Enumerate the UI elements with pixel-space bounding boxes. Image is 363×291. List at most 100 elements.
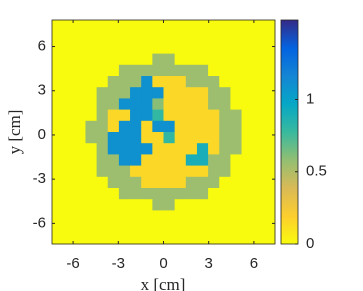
cell <box>63 154 75 166</box>
cell <box>74 31 86 43</box>
cell <box>174 120 187 133</box>
cell <box>85 53 97 66</box>
cell <box>63 132 75 144</box>
cell <box>141 98 153 110</box>
cell <box>219 42 231 54</box>
cell <box>174 42 187 54</box>
cell <box>52 232 64 245</box>
cell <box>241 98 254 110</box>
cell <box>185 165 198 178</box>
cell <box>174 31 187 43</box>
cell <box>74 87 86 99</box>
cell <box>63 210 75 222</box>
cell <box>63 188 75 200</box>
cell <box>107 176 120 189</box>
cell <box>219 143 231 155</box>
cell <box>252 64 265 77</box>
cell <box>185 76 198 88</box>
cell <box>107 199 120 211</box>
cell <box>141 143 153 155</box>
cell <box>141 221 153 234</box>
cell <box>141 20 153 32</box>
cell <box>85 76 97 88</box>
cell <box>63 98 75 110</box>
cell <box>74 53 86 66</box>
cell <box>130 42 142 54</box>
cell <box>107 188 120 200</box>
cell <box>96 154 109 166</box>
cell <box>130 210 142 222</box>
cell <box>196 53 209 66</box>
cell <box>196 20 209 32</box>
cell <box>141 87 153 99</box>
cell <box>230 109 242 122</box>
cell <box>85 154 97 166</box>
cell <box>230 165 242 178</box>
cell <box>63 76 75 88</box>
cell <box>163 188 176 200</box>
x-tick-label: -6 <box>66 255 79 272</box>
cell <box>152 210 164 222</box>
cell <box>174 76 187 88</box>
cell <box>118 87 131 99</box>
cell <box>263 42 276 54</box>
cell <box>141 154 153 166</box>
cell <box>252 210 265 222</box>
cell <box>196 154 209 166</box>
cell <box>174 199 187 211</box>
cell <box>63 42 75 54</box>
cell <box>263 154 276 166</box>
cell <box>107 143 120 155</box>
cell <box>118 53 131 66</box>
cell <box>174 87 187 99</box>
cell <box>230 232 242 245</box>
cell <box>252 53 265 66</box>
cell <box>196 87 209 99</box>
cell <box>252 232 265 245</box>
cell <box>174 20 187 32</box>
cell <box>174 221 187 234</box>
cell <box>196 188 209 200</box>
cell <box>96 232 109 245</box>
cell <box>130 120 142 133</box>
cell <box>196 31 209 43</box>
cell <box>85 20 97 32</box>
cell <box>185 188 198 200</box>
cell <box>52 199 64 211</box>
cell <box>230 87 242 99</box>
cell <box>219 154 231 166</box>
cell <box>219 120 231 133</box>
cell <box>219 188 231 200</box>
cell <box>185 53 198 66</box>
cell <box>252 221 265 234</box>
cell <box>163 232 176 245</box>
cell <box>74 143 86 155</box>
cell <box>107 154 120 166</box>
cell <box>208 210 220 222</box>
colorbar <box>280 19 299 245</box>
cell <box>85 188 97 200</box>
cell <box>163 154 176 166</box>
cell <box>52 176 64 189</box>
cell <box>85 232 97 245</box>
cell <box>263 221 276 234</box>
cell <box>107 120 120 133</box>
cell <box>96 109 109 122</box>
cell <box>96 188 109 200</box>
cell <box>130 199 142 211</box>
cell <box>208 143 220 155</box>
cell <box>196 199 209 211</box>
cell <box>63 20 75 32</box>
cell <box>174 64 187 77</box>
cell <box>263 210 276 222</box>
cell <box>152 76 164 88</box>
cell <box>96 210 109 222</box>
cell <box>96 64 109 77</box>
cell <box>130 98 142 110</box>
cell <box>219 165 231 178</box>
cell <box>163 42 176 54</box>
cell <box>74 154 86 166</box>
y-axis-label: y [cm] <box>5 110 24 155</box>
cell <box>52 210 64 222</box>
